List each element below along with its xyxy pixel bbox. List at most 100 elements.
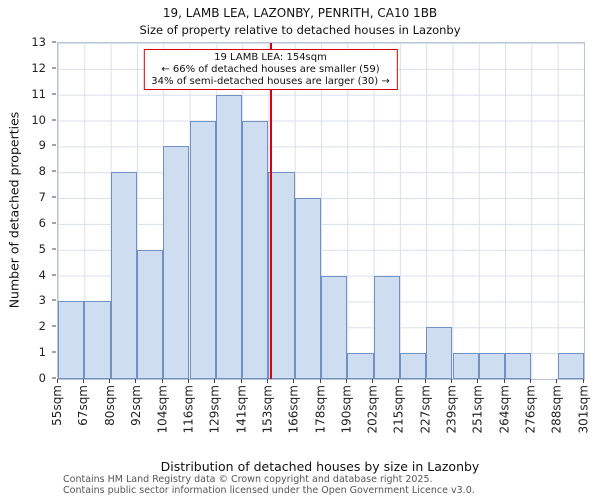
x-tick-label: 178sqm [313,385,327,434]
x-tick-label: 92sqm [128,385,143,426]
x-tick-label: 104sqm [155,385,170,434]
x-tick-label: 141sqm [234,385,249,434]
y-tick-label: 11 [31,86,46,101]
bar [452,353,479,379]
x-tick-label: 190sqm [339,385,354,434]
bar [505,353,532,379]
bar [294,198,321,379]
x-tick-label: 227sqm [418,385,433,434]
bar [268,172,295,379]
footer-line1: Contains HM Land Registry data © Crown c… [63,474,433,485]
y-tick-mark [52,274,56,276]
bar [215,94,243,379]
x-tick-label: 153sqm [260,385,275,434]
x-tick-label: 276sqm [523,385,538,434]
y-tick-label: 5 [38,241,46,256]
y-tick-mark [52,222,56,224]
y-tick-mark [52,144,56,146]
x-tick-mark [556,379,558,383]
x-tick-label: 239sqm [444,385,459,434]
chart-title: 19, LAMB LEA, LAZONBY, PENRITH, CA10 1BB [162,6,438,20]
footer: Contains HM Land Registry data © Crown c… [63,474,475,497]
y-tick-label: 7 [38,190,46,205]
y-tick-mark [52,170,56,172]
annotation-line3: 34% of semi-detached houses are larger (… [151,75,390,87]
y-tick-label: 6 [38,215,46,230]
plot-area: 19 LAMB LEA: 154sqm ← 66% of detached ho… [57,42,585,380]
x-tick-mark [266,379,268,383]
y-tick-label: 0 [38,371,46,385]
x-tick-label: 202sqm [365,385,380,434]
x-tick-mark [529,379,531,383]
x-tick-label: 55sqm [50,385,64,426]
x-tick-mark [398,379,400,383]
y-tick-label: 12 [31,60,46,75]
annotation-line1: 19 LAMB LEA: 154sqm [214,52,327,63]
y-tick-label: 2 [38,319,46,334]
y-axis-tick-labels: 0 1 2 3 4 5 6 7 8 9 10 11 12 13 [0,35,57,385]
y-tick-label: 10 [31,112,46,127]
x-tick-label: 80sqm [102,385,117,426]
y-tick-label: 9 [38,138,46,153]
x-axis-tick-labels: 55sqm 67sqm 80sqm 92sqm 104sqm 116sqm 129sqm 14… [50,379,590,461]
x-tick-mark [477,379,479,383]
bar [58,301,85,379]
x-tick-mark [240,379,242,383]
x-tick-mark [451,379,452,383]
x-tick-mark [345,379,347,383]
y-tick-mark [52,119,56,121]
x-tick-mark [214,379,216,383]
y-tick-mark [52,248,56,250]
x-tick-mark [188,379,189,383]
bar [347,353,374,379]
x-tick-mark [161,379,163,383]
x-tick-mark [503,379,505,383]
x-tick-mark [56,379,58,383]
annotation-line2: ← 66% of detached houses are smaller (59… [161,63,380,75]
y-tick-mark [52,41,56,43]
y-tick-mark [52,93,56,95]
bar [557,353,584,379]
bar [110,172,137,379]
marker-line [269,43,272,379]
bar [399,353,427,379]
y-tick-mark [52,196,56,198]
x-tick-label: 264sqm [497,385,512,434]
bar [163,146,190,379]
x-tick-label: 301sqm [576,385,590,434]
bar [136,249,164,379]
chart-subtitle: Size of property relative to detached ho… [139,23,461,37]
bar [189,120,216,379]
x-tick-mark [424,379,426,383]
y-tick-label: 8 [38,164,46,179]
x-tick-label: 251sqm [470,385,485,434]
x-tick-label: 288sqm [549,385,564,434]
annotation-box: 19 LAMB LEA: 154sqm ← 66% of detached ho… [143,49,398,91]
y-tick-label: 3 [38,293,46,308]
x-tick-mark [293,379,295,383]
x-tick-mark [82,379,84,383]
bar [426,327,453,379]
x-tick-label: 116sqm [181,385,196,434]
x-tick-mark [109,379,111,383]
y-tick-mark [52,67,56,69]
y-tick-mark [52,325,56,327]
bar [242,120,269,379]
y-tick-label: 13 [31,35,46,49]
y-tick-mark [52,377,56,379]
bar [373,275,400,379]
bar [321,275,348,379]
bar [84,301,111,379]
x-tick-label: 129sqm [207,385,222,434]
x-axis-title: Distribution of detached houses by size … [160,459,480,474]
y-tick-label: 4 [38,267,46,282]
x-tick-mark [372,379,374,383]
x-tick-label: 67sqm [76,385,91,426]
x-tick-label: 166sqm [286,385,301,434]
x-tick-mark [135,379,137,383]
footer-line2: Contains public sector information licen… [63,485,475,497]
x-tick-label: 215sqm [391,385,406,434]
x-tick-mark [319,379,321,383]
y-tick-mark [52,299,56,301]
